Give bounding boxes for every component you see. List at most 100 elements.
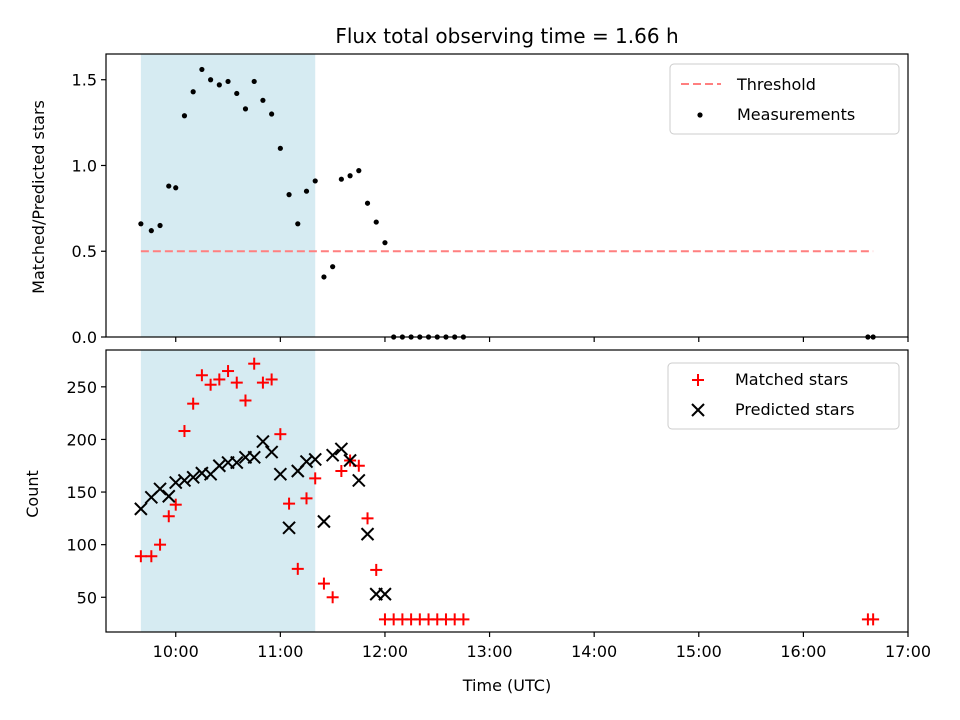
matched-star-point (222, 365, 235, 378)
measurement-point (242, 106, 249, 112)
measurement-point (260, 97, 266, 103)
matched-star-point (154, 538, 167, 551)
measurement-point (321, 274, 327, 280)
bottom-axes-frame (105, 349, 909, 633)
predicted-star-point (282, 521, 296, 535)
y-tick-label: 100 (66, 536, 97, 555)
x-tick-label: 14:00 (571, 642, 617, 661)
predicted-star-point (177, 473, 192, 488)
y-tick-label: 250 (66, 378, 97, 397)
matched-star-point (256, 376, 269, 389)
x-tick-label: 13:00 (467, 642, 513, 661)
predicted-star-point (325, 448, 340, 462)
measurement-point (216, 82, 222, 88)
predicted-star-point (162, 489, 176, 503)
matched-star-point (169, 498, 182, 511)
matched-star-point (300, 492, 313, 505)
x-tick-label: 11:00 (257, 642, 303, 661)
measurement-point (347, 173, 353, 179)
top-y-axis: 0.0 0.5 1.0 1.5 (72, 71, 106, 347)
matched-star-point (230, 376, 243, 389)
chart-title: Flux total observing time = 1.66 h (335, 24, 678, 48)
matched-star-point (309, 472, 322, 485)
matched-star-point (178, 425, 191, 438)
count-series-layer (134, 357, 880, 626)
predicted-star-point (264, 445, 279, 459)
matched-star-point (326, 591, 339, 604)
measurement-point (166, 183, 172, 189)
y-tick-label: 0.0 (72, 328, 97, 347)
predicted-legend-swatch (691, 403, 705, 417)
predicted-star-point (378, 587, 392, 601)
observing-window-span (140, 54, 316, 337)
measurement-point (312, 178, 318, 184)
measurement-point (286, 192, 292, 198)
top-axes-frame (105, 53, 909, 338)
bottom-y-axis: 50 100 150 200 250 (66, 378, 106, 607)
predicted-star-point (212, 459, 227, 473)
matched-star-point (317, 577, 330, 590)
predicted-star-point (256, 434, 270, 449)
top-legend-box (669, 63, 900, 135)
x-tick-label: 12:00 (362, 642, 408, 661)
x-tick-label: 15:00 (676, 642, 722, 661)
matched-star-point (283, 497, 296, 510)
matched-star-point (248, 357, 261, 370)
matched-star-point (204, 378, 217, 391)
measurement-point (190, 89, 196, 95)
measurement-point (330, 264, 336, 270)
matched-star-point (134, 550, 147, 563)
matched-star-point (457, 613, 470, 626)
measurement-point (208, 77, 214, 83)
measurement-point (269, 111, 275, 117)
measurement-point (181, 113, 188, 119)
predicted-star-point (247, 450, 261, 465)
matched-star-point (187, 397, 200, 410)
predicted-star-point (334, 442, 349, 456)
y-tick-label: 0.5 (72, 242, 97, 261)
measurement-point (356, 168, 362, 174)
measurement-point (373, 219, 379, 225)
predicted-star-point (352, 473, 366, 488)
predicted-star-point (308, 452, 322, 467)
matched-star-point (162, 510, 175, 523)
measurement-point (148, 228, 154, 234)
predicted-star-point (273, 467, 288, 481)
measurement-point (303, 188, 310, 194)
x-tick-label: 16:00 (780, 642, 826, 661)
matched-legend-swatch (692, 374, 704, 386)
x-tick-label: 17:00 (885, 642, 931, 661)
predicted-star-point (360, 527, 375, 541)
top-legend: Threshold Measurements (669, 63, 900, 135)
matched-star-point (145, 550, 158, 563)
predicted-star-point (317, 514, 331, 529)
measurement-point (251, 78, 257, 85)
y-tick-label: 200 (66, 430, 97, 449)
measurements-legend-swatch (697, 112, 703, 118)
matched-star-point (213, 373, 226, 386)
matched-star-point (239, 394, 252, 407)
predicted-star-point (186, 470, 200, 485)
predicted-legend-label: Predicted stars (735, 400, 855, 419)
measurement-point (225, 78, 231, 85)
matched-star-point (265, 373, 278, 386)
matched-legend-label: Matched stars (735, 370, 848, 389)
measurement-point (338, 176, 344, 182)
predicted-star-point (134, 502, 148, 516)
x-axis-label: Time (UTC) (462, 676, 551, 695)
matched-star-point (361, 512, 374, 525)
matched-star-point (195, 369, 208, 382)
matched-star-point (370, 563, 383, 576)
measurement-point (234, 90, 240, 97)
bottom-x-axis: 10:00 11:00 12:00 13:00 14:00 15:00 16:00 17:00 (153, 632, 931, 661)
measurement-point (199, 66, 205, 73)
bottom-legend: Matched stars Predicted stars (667, 362, 900, 430)
y-tick-label: 1.5 (72, 71, 97, 90)
matched-star-point (274, 428, 287, 441)
matched-star-point (291, 562, 304, 575)
count-panel: 50 100 150 200 250 10:00 11:00 12:00 13:00 14:00… (23, 349, 931, 695)
matched-star-point (867, 613, 880, 626)
predicted-star-point (230, 455, 244, 470)
bottom-legend-box (667, 362, 900, 430)
